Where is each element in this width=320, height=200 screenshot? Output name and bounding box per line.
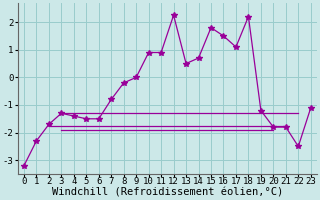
X-axis label: Windchill (Refroidissement éolien,°C): Windchill (Refroidissement éolien,°C) [52, 187, 283, 197]
